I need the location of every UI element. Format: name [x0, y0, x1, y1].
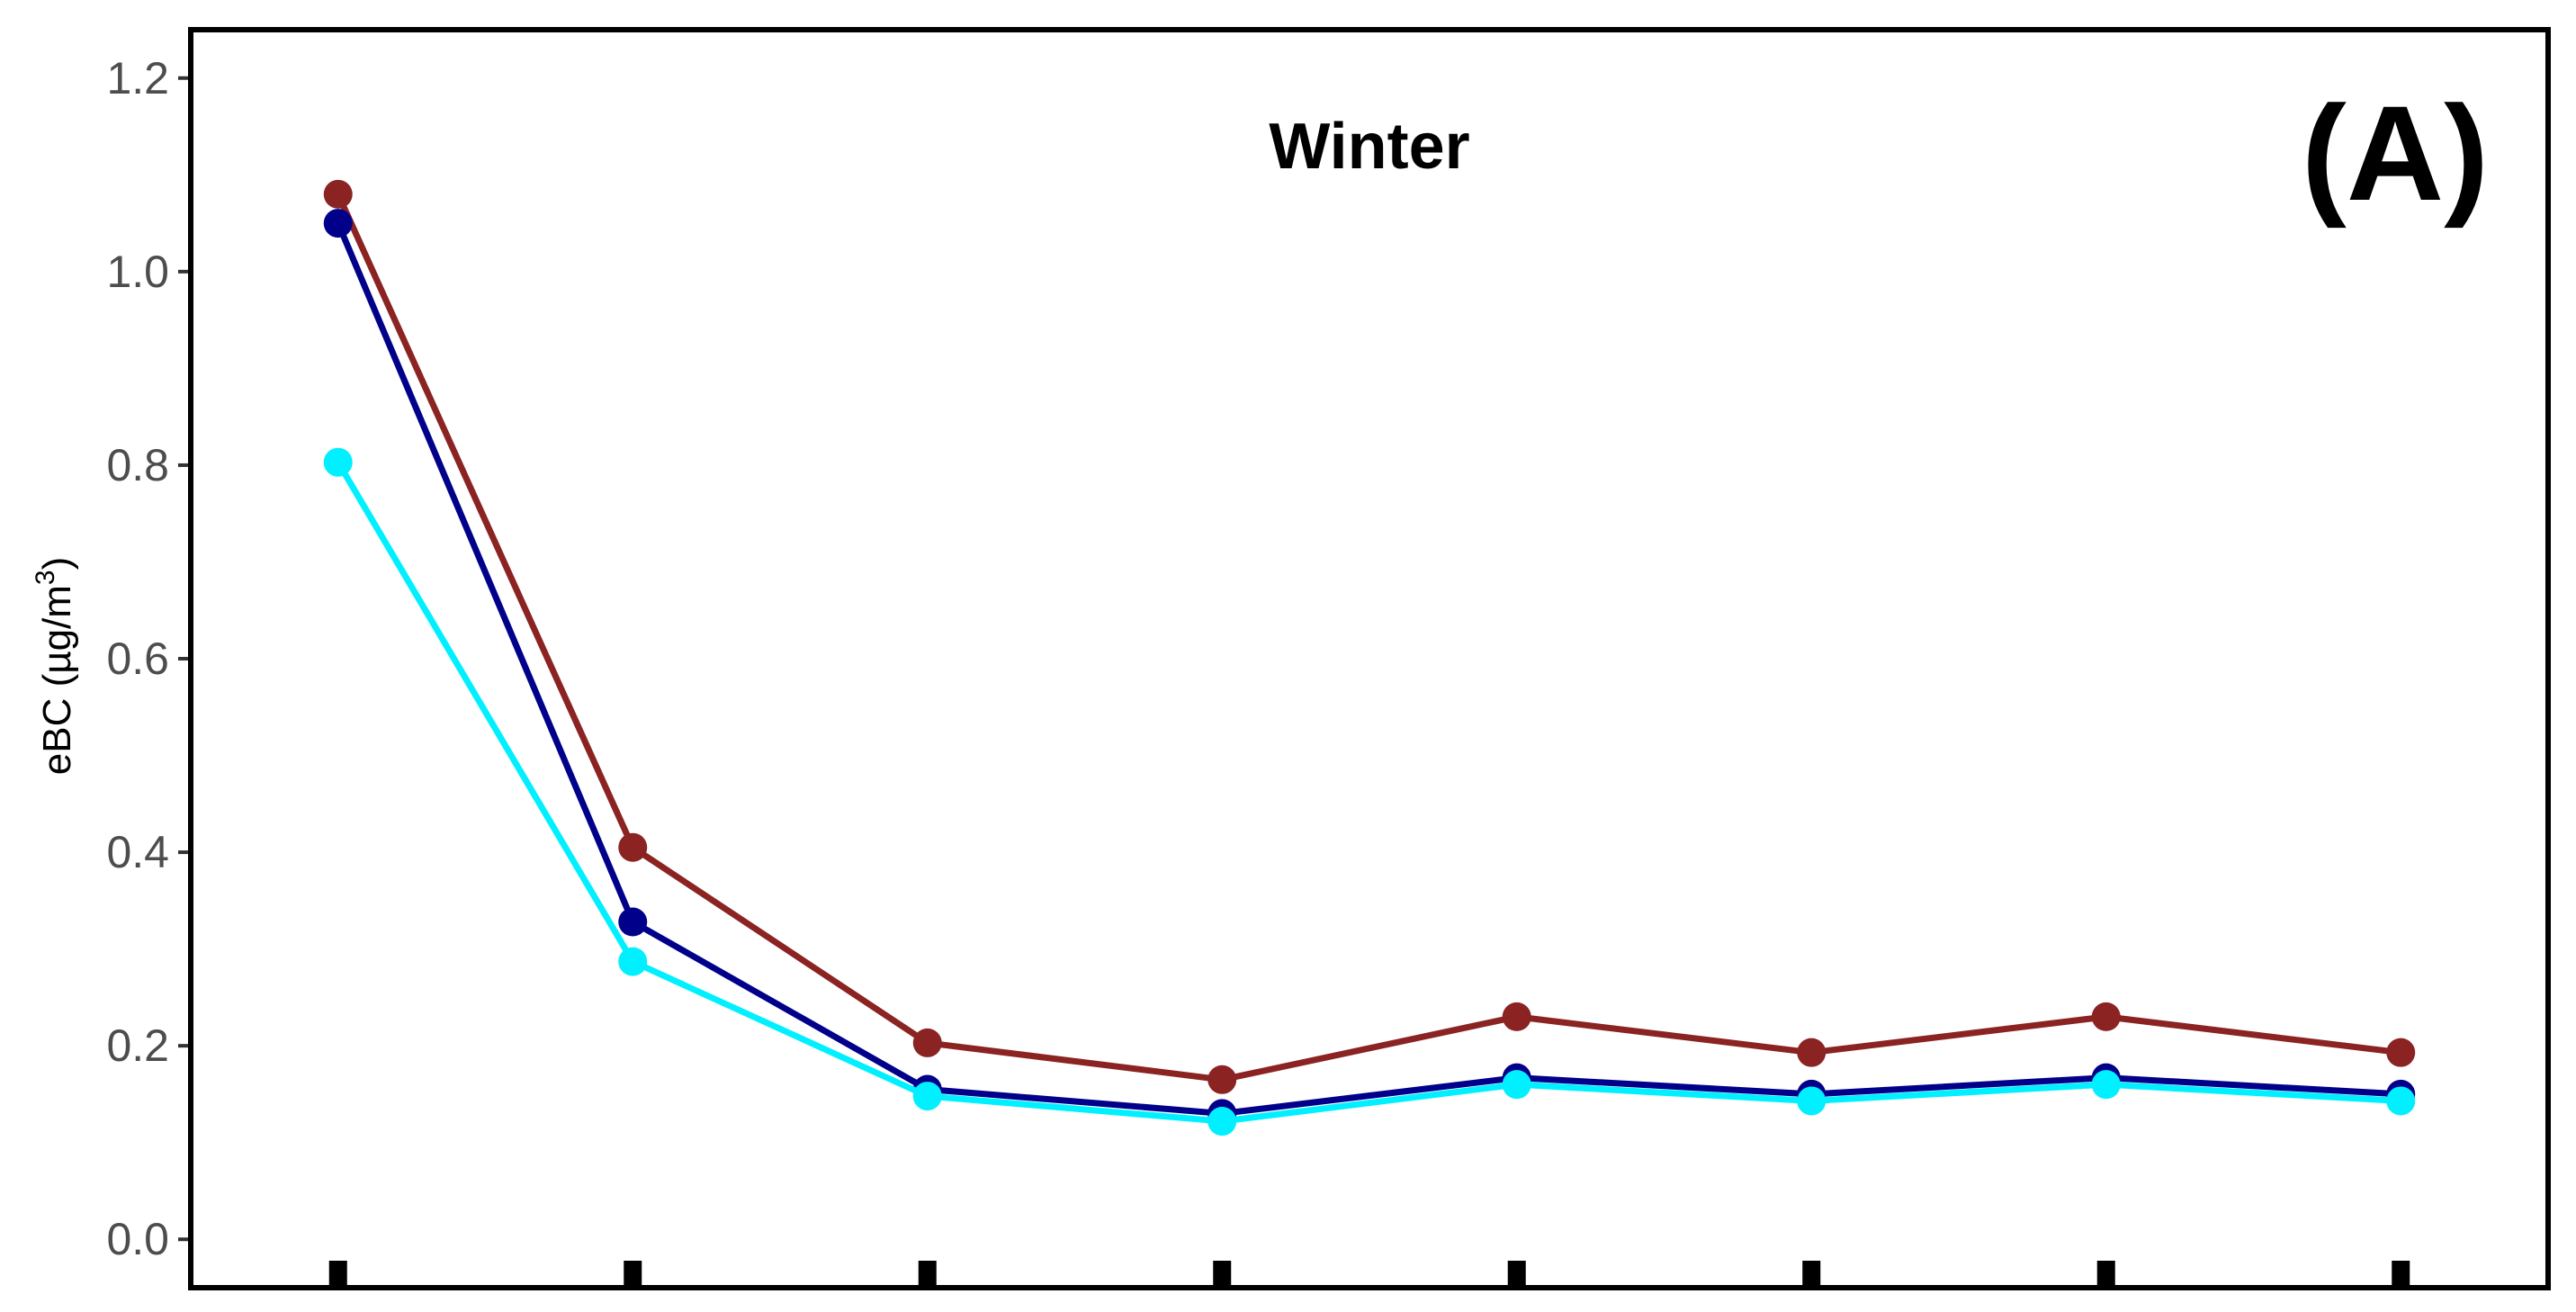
series-3-point: [1502, 1070, 1531, 1100]
y-tick-label: 0.6: [106, 634, 169, 684]
x-tick-mark: [1802, 1261, 1821, 1288]
y-tick-label: 1.0: [106, 247, 169, 297]
y-tick-label: 0.4: [106, 827, 169, 877]
series-3-point: [2386, 1086, 2416, 1116]
y-axis-title-main: eBC (µg/m: [35, 585, 79, 775]
y-axis-title: eBC (µg/m3): [31, 557, 79, 776]
series-line-3: [335, 460, 2401, 1125]
y-tick-label: 0.2: [106, 1020, 169, 1071]
series-1-point: [618, 832, 648, 862]
series-1-point: [1207, 1065, 1237, 1094]
series-line-1: [335, 193, 2401, 1083]
series-2-point: [323, 209, 353, 238]
series-3-point: [618, 947, 648, 976]
x-tick-mark: [624, 1261, 642, 1288]
series-1-point: [1502, 1002, 1531, 1031]
y-tick-label: 0.0: [106, 1214, 169, 1264]
series-3-point: [1797, 1086, 1827, 1116]
series-1-point: [2091, 1002, 2121, 1031]
series-3-point: [1207, 1107, 1237, 1137]
x-tick-mark: [1213, 1261, 1232, 1288]
y-tick-label: 1.2: [106, 53, 169, 103]
x-tick-mark: [2392, 1261, 2410, 1288]
series-layer: [323, 179, 2416, 1137]
series-2-point: [618, 907, 648, 937]
series-3-point: [2091, 1070, 2121, 1100]
y-axis: 0.0 0.2 0.4 0.6 0.8 1.0 1.2: [106, 53, 191, 1264]
chart-title: Winter: [1269, 111, 1469, 183]
series-line-2: [335, 221, 2401, 1117]
panel-label: (A): [2302, 77, 2489, 229]
series-3-point: [323, 447, 353, 477]
x-tick-mark: [328, 1261, 347, 1288]
y-axis-title-close: ): [35, 557, 79, 571]
series-1-point: [912, 1028, 942, 1057]
x-tick-mark: [918, 1261, 937, 1288]
x-tick-mark: [1507, 1261, 1526, 1288]
series-1-point: [1797, 1038, 1827, 1067]
series-1-point: [2386, 1038, 2416, 1067]
plot-frame: [188, 27, 2551, 1290]
y-tick-label: 0.8: [106, 440, 169, 490]
y-axis-title-superscript: 3: [31, 570, 60, 585]
series-3-point: [912, 1082, 942, 1111]
x-axis: [328, 1261, 2410, 1288]
series-1-point: [323, 179, 353, 209]
x-tick-mark: [2096, 1261, 2115, 1288]
